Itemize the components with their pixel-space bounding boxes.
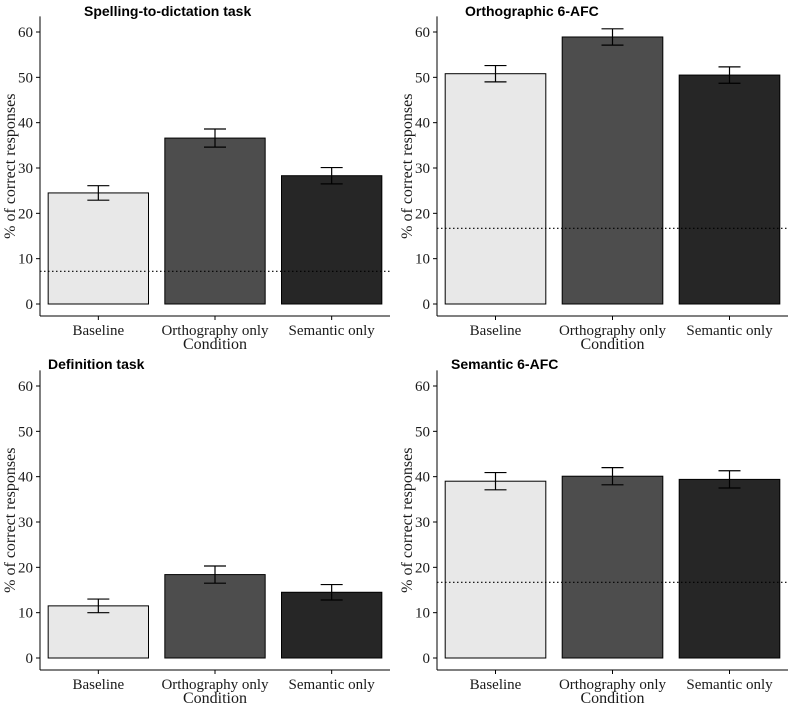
y-axis-title: % of correct responses	[399, 448, 416, 593]
y-tick-label: 60	[415, 25, 430, 41]
x-axis-title: Condition	[580, 336, 644, 353]
y-tick-label: 40	[18, 470, 33, 486]
x-tick-label: Orthography only	[161, 677, 269, 693]
y-tick-label: 60	[18, 379, 33, 395]
y-tick-label: 30	[18, 161, 33, 177]
x-tick-label: Semantic only	[686, 677, 773, 693]
y-tick-label: 50	[18, 424, 33, 440]
y-tick-label: 20	[18, 206, 33, 222]
bar-1	[444, 480, 547, 659]
panel-title: Orthographic 6-AFC	[465, 3, 599, 19]
x-tick-label: Semantic only	[289, 677, 376, 693]
y-tick-label: 10	[415, 252, 430, 268]
x-tick-label: Semantic only	[289, 323, 376, 339]
x-axis-title: Condition	[183, 336, 247, 353]
x-tick-label: Orthography only	[161, 323, 269, 339]
y-tick-label: 50	[18, 70, 33, 86]
panel-2: Orthographic 6-AFC 0 10 20 30 40 50 60 % of corr…	[399, 3, 788, 353]
y-tick-label: 40	[415, 116, 430, 132]
panel-title: Spelling-to-dictation task	[84, 3, 251, 19]
bar-2	[164, 137, 266, 305]
y-tick-label: 0	[26, 297, 34, 313]
bar-1	[47, 605, 150, 659]
y-tick-label: 50	[415, 70, 430, 86]
y-tick-label: 60	[415, 379, 430, 395]
x-tick-label: Baseline	[470, 323, 522, 339]
panel-4: Semantic 6-AFC 0 10 20 30 40 50 60 % of correct …	[399, 356, 788, 707]
y-tick-label: 20	[18, 560, 33, 576]
panel-title: Semantic 6-AFC	[451, 356, 558, 372]
panel-title: Definition task	[48, 356, 145, 372]
bar-3	[678, 74, 781, 305]
bar-3	[678, 478, 781, 659]
y-tick-label: 0	[423, 297, 431, 313]
bar-1	[47, 192, 150, 305]
x-tick-label: Semantic only	[686, 323, 773, 339]
y-tick-label: 0	[26, 651, 34, 667]
y-tick-label: 10	[18, 606, 33, 622]
y-tick-label: 10	[18, 252, 33, 268]
y-tick-label: 50	[415, 424, 430, 440]
y-axis-title: % of correct responses	[2, 448, 19, 593]
bar-3	[281, 175, 383, 305]
y-tick-label: 60	[18, 25, 33, 41]
y-tick-label: 30	[415, 515, 430, 531]
y-axis-title: % of correct responses	[2, 94, 19, 239]
y-tick-label: 10	[415, 606, 430, 622]
bar-2	[561, 36, 664, 305]
panel-1: Spelling-to-dictation task 0 10 20 30 40 50 60%…	[2, 3, 390, 353]
bar-1	[444, 73, 547, 305]
x-tick-label: Orthography only	[559, 323, 667, 339]
x-tick-label: Baseline	[73, 677, 125, 693]
y-tick-label: 0	[423, 651, 431, 667]
x-tick-label: Baseline	[470, 677, 522, 693]
x-axis-title: Condition	[183, 690, 247, 707]
y-tick-label: 40	[415, 470, 430, 486]
x-tick-label: Orthography only	[559, 677, 667, 693]
x-axis-title: Condition	[580, 690, 644, 707]
bar-2	[164, 574, 266, 659]
x-tick-label: Baseline	[73, 323, 125, 339]
panel-3: Definition task 0 10 20 30 40 50 60 % of correct…	[2, 356, 390, 707]
y-tick-label: 30	[18, 515, 33, 531]
y-tick-label: 40	[18, 116, 33, 132]
y-tick-label: 30	[415, 161, 430, 177]
y-tick-label: 20	[415, 560, 430, 576]
y-axis-title: % of correct responses	[399, 94, 416, 239]
bar-2	[561, 475, 664, 659]
y-tick-label: 20	[415, 206, 430, 222]
bar-3	[281, 591, 383, 659]
